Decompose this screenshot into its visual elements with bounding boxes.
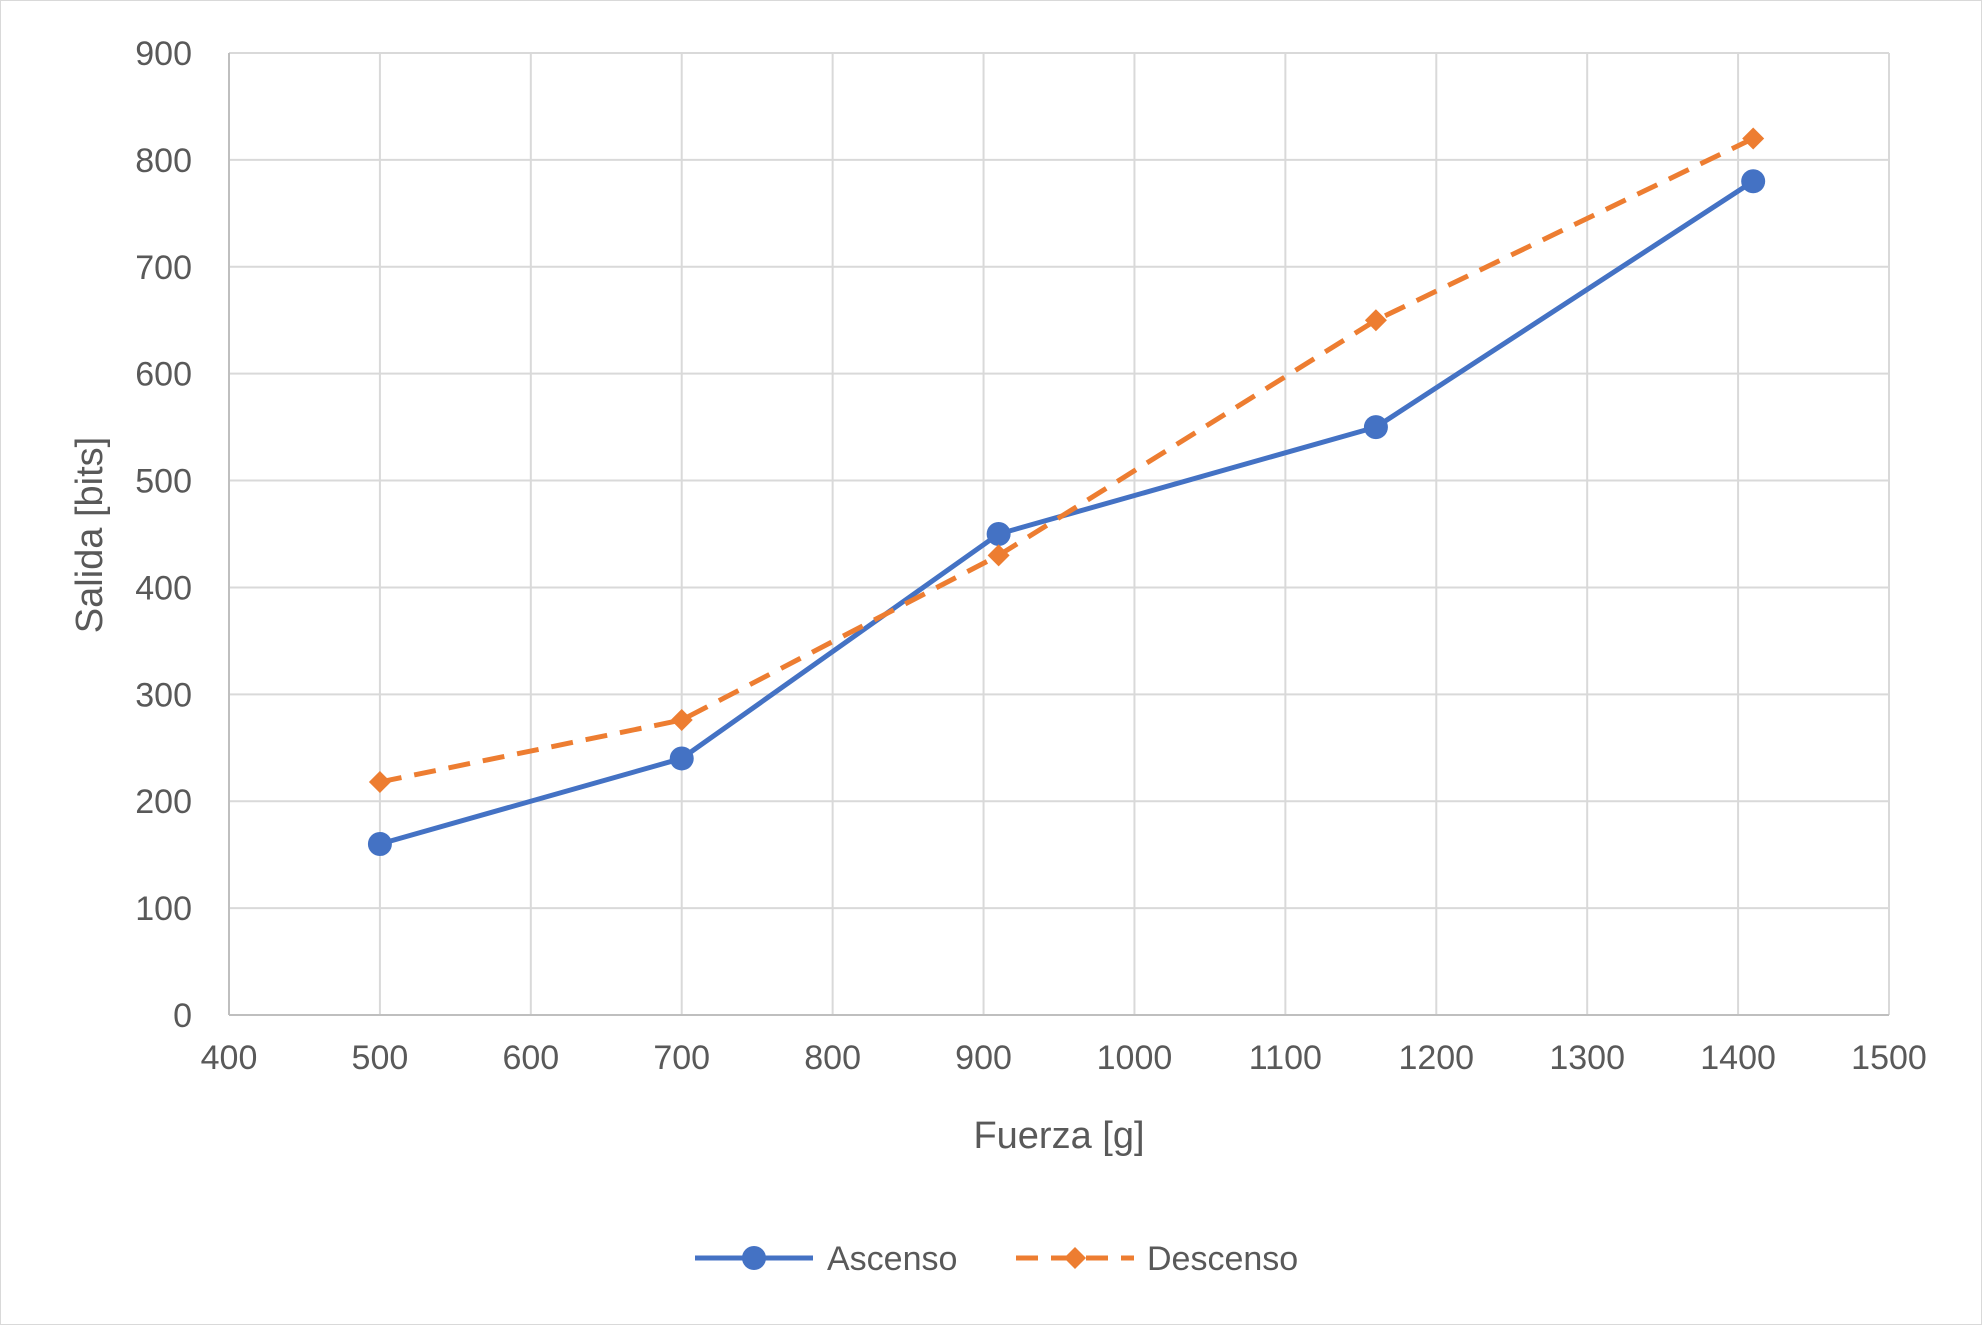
x-tick-label: 700: [653, 1039, 710, 1077]
series-markers: [367, 127, 1766, 856]
data-point-descenso: [987, 544, 1010, 567]
data-point-ascenso: [367, 831, 392, 856]
x-tick-label: 900: [955, 1039, 1012, 1077]
data-point-ascenso: [669, 746, 694, 771]
legend-label-descenso: Descenso: [1147, 1240, 1298, 1278]
y-axis-title: Salida [bits]: [69, 437, 111, 633]
x-tick-label: 600: [502, 1039, 559, 1077]
y-tick-label: 100: [135, 890, 192, 928]
data-point-descenso: [1742, 127, 1765, 150]
y-tick-label: 900: [135, 35, 192, 73]
data-point-descenso: [670, 708, 693, 731]
x-tick-label: 1100: [1249, 1039, 1322, 1077]
series-line-descenso: [379, 136, 1755, 785]
legend: Ascenso Descenso: [695, 1240, 1298, 1278]
x-tick-label: 1000: [1097, 1039, 1173, 1077]
y-tick-label: 200: [135, 783, 192, 821]
x-tick-label: 1400: [1700, 1039, 1776, 1077]
y-tick-label: 0: [173, 997, 192, 1035]
x-tick-label: 400: [201, 1039, 258, 1077]
x-tick-label: 1200: [1398, 1039, 1474, 1077]
series-lines: [379, 136, 1755, 847]
y-tick-labels: 0 100 200 300 400 500 600 700 800 900: [135, 35, 192, 1035]
legend-marker-ascenso: [742, 1246, 766, 1270]
y-tick-label: 700: [135, 249, 192, 287]
data-point-ascenso: [1741, 169, 1766, 194]
y-tick-label: 600: [135, 356, 192, 394]
legend-marker-descenso: [1064, 1247, 1086, 1269]
x-tick-label: 500: [352, 1039, 409, 1077]
axes: [228, 53, 1889, 1016]
x-tick-labels: 400 500 600 700 800 900 1000 1100 1200 1300 1400 15…: [201, 1039, 1927, 1077]
x-tick-label: 800: [804, 1039, 861, 1077]
grid-lines: [229, 52, 1890, 1015]
x-axis-title: Fuerza [g]: [973, 1115, 1144, 1157]
data-point-ascenso: [1363, 415, 1388, 440]
legend-label-ascenso: Ascenso: [827, 1240, 957, 1278]
y-tick-label: 800: [135, 142, 192, 180]
y-tick-label: 500: [135, 463, 192, 501]
y-tick-label: 400: [135, 569, 192, 607]
x-tick-label: 1300: [1549, 1039, 1625, 1077]
data-point-descenso: [1364, 309, 1387, 332]
data-point-ascenso: [986, 522, 1011, 546]
y-tick-label: 300: [135, 676, 192, 714]
data-point-descenso: [368, 770, 391, 793]
x-tick-label: 1500: [1851, 1039, 1927, 1077]
